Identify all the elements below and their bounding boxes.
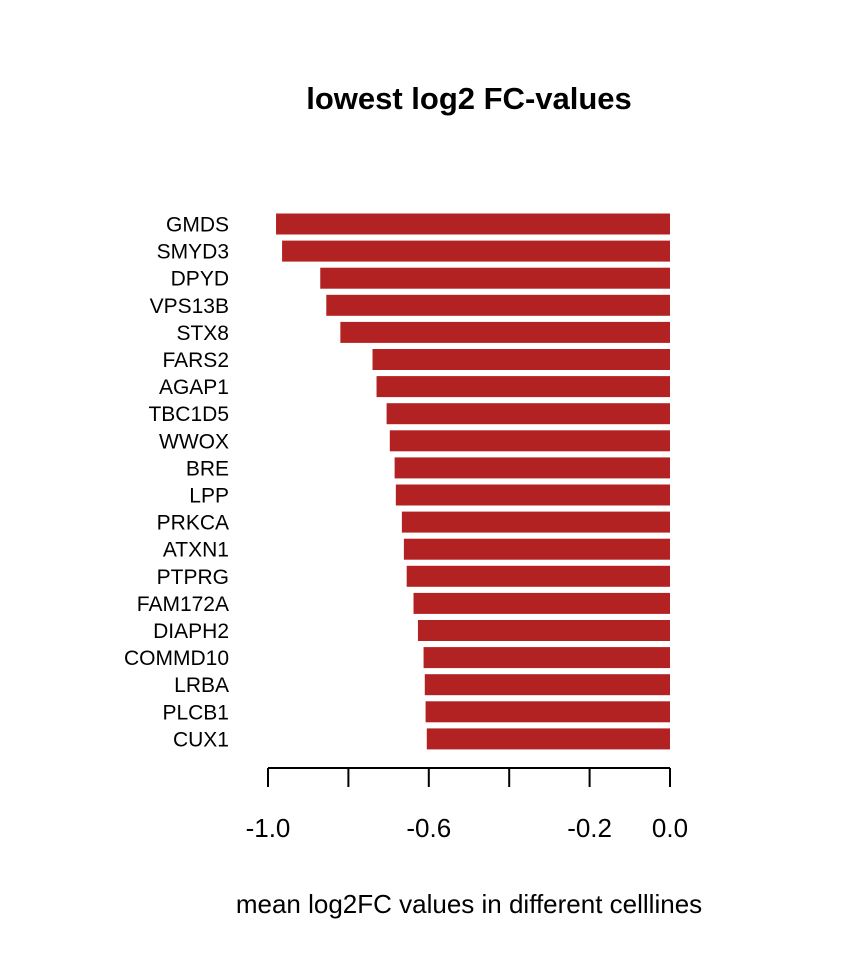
bar-lrba <box>424 674 670 696</box>
bar-vps13b <box>326 294 670 316</box>
category-label-atxn1: ATXN1 <box>163 539 229 562</box>
bar-diaph2 <box>417 620 670 641</box>
bar-prkca <box>401 511 670 533</box>
bars-group <box>276 213 670 750</box>
bar-gmds <box>276 213 670 235</box>
bar-cux1 <box>426 728 670 750</box>
category-label-agap1: AGAP1 <box>159 376 229 399</box>
bar-stx8 <box>340 321 670 343</box>
x-axis-title: mean log2FC values in different cellline… <box>236 889 702 919</box>
category-label-dpyd: DPYD <box>171 268 229 291</box>
bar-fam172a <box>413 592 670 614</box>
bar-bre <box>394 457 670 479</box>
category-label-fam172a: FAM172A <box>137 593 229 616</box>
bar-dpyd <box>320 267 670 289</box>
category-label-stx8: STX8 <box>176 322 229 345</box>
category-label-diaph2: DIAPH2 <box>153 620 229 643</box>
bar-smyd3 <box>282 240 670 262</box>
category-label-lpp: LPP <box>189 485 229 508</box>
category-label-ptprg: PTPRG <box>157 566 229 589</box>
category-label-tbc1d5: TBC1D5 <box>148 403 229 426</box>
bar-agap1 <box>376 376 670 398</box>
category-label-fars2: FARS2 <box>162 349 229 372</box>
category-label-smyd3: SMYD3 <box>157 241 229 264</box>
category-label-prkca: PRKCA <box>157 512 229 535</box>
bar-ptprg <box>406 565 670 587</box>
bar-fars2 <box>372 349 670 370</box>
category-label-bre: BRE <box>186 457 229 480</box>
category-label-cux1: CUX1 <box>173 728 229 751</box>
category-label-lrba: LRBA <box>174 674 229 697</box>
bar-tbc1d5 <box>386 403 670 425</box>
x-tick-label: -0.2 <box>567 813 612 843</box>
category-label-vps13b: VPS13B <box>150 295 229 318</box>
category-label-plcb1: PLCB1 <box>162 701 229 724</box>
category-label-commd10: COMMD10 <box>124 647 229 670</box>
x-tick-label: -1.0 <box>246 813 291 843</box>
bar-lpp <box>395 484 670 506</box>
category-label-gmds: GMDS <box>166 214 229 237</box>
category-label-wwox: WWOX <box>159 430 229 453</box>
category-labels-group: GMDS SMYD3 DPYD VPS13B STX8 FARS2 AGAP1 TBC1D5 W… <box>124 214 229 752</box>
x-axis: -1.0 -0.6 -0.2 0.0 <box>246 767 688 843</box>
bar-atxn1 <box>403 538 670 560</box>
x-tick-label: 0.0 <box>652 813 688 843</box>
x-tick-label: -0.6 <box>406 813 451 843</box>
bar-commd10 <box>423 647 670 669</box>
bar-wwox <box>389 430 670 452</box>
chart-title: lowest log2 FC-values <box>306 81 632 116</box>
bar-plcb1 <box>425 701 670 723</box>
